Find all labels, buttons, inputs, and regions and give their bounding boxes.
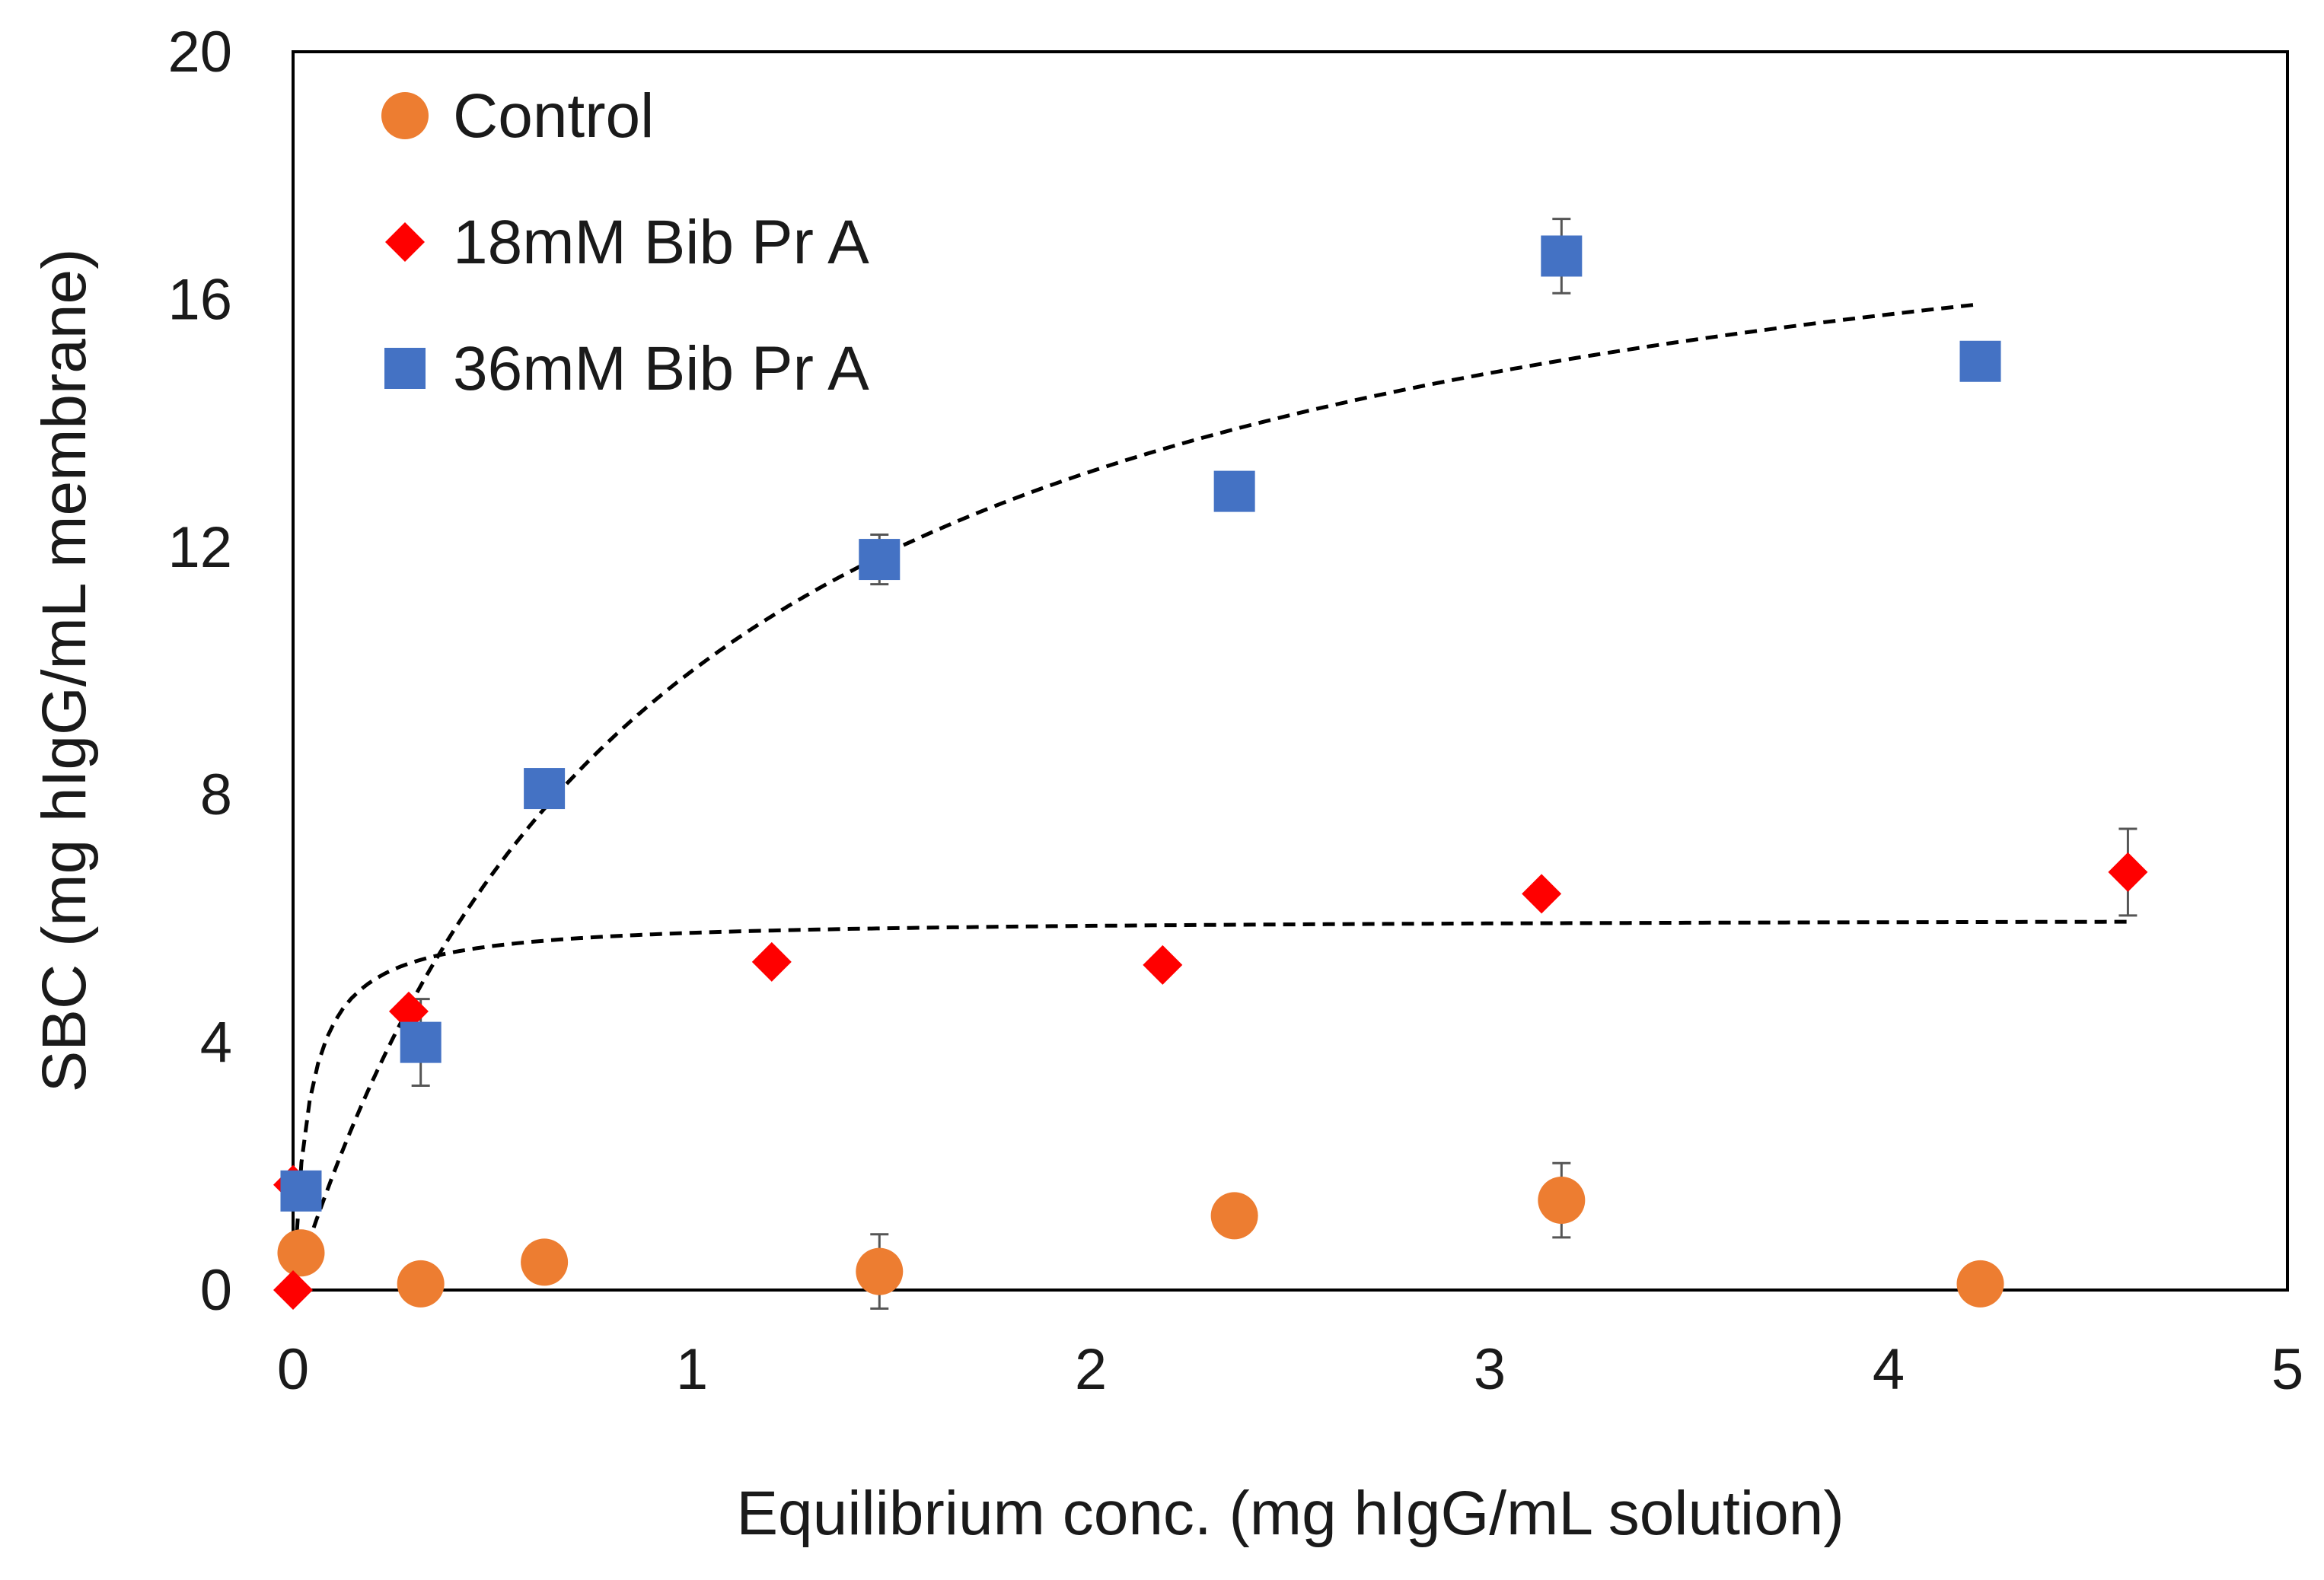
data-point-square xyxy=(1541,235,1583,277)
data-point-circle xyxy=(856,1247,904,1295)
data-point-diamond xyxy=(273,1270,313,1310)
legend-label-18mm: 18mM Bib Pr A xyxy=(453,208,869,277)
langmuir-fit-36mM xyxy=(299,302,1981,1266)
data-point-diamond xyxy=(2108,852,2148,892)
data-markers xyxy=(273,235,2148,1310)
y-tick-label: 4 xyxy=(200,1011,232,1075)
data-point-diamond xyxy=(388,991,429,1031)
data-point-circle xyxy=(397,1260,445,1308)
y-axis-label: SBC (mg hIgG/mL membrane) xyxy=(30,249,99,1093)
legend-label-36mm: 36mM Bib Pr A xyxy=(453,334,869,403)
y-tick-label: 8 xyxy=(200,763,232,827)
y-tick-label: 16 xyxy=(167,267,232,332)
data-point-circle xyxy=(1210,1192,1258,1240)
x-axis-label: Equilibrium conc. (mg hIgG/mL solution) xyxy=(736,1479,1844,1548)
y-tick-label: 12 xyxy=(167,515,232,580)
data-point-circle xyxy=(1538,1177,1586,1225)
data-point-circle xyxy=(277,1229,325,1277)
x-tick-label: 2 xyxy=(1075,1337,1107,1402)
data-point-square xyxy=(524,768,566,810)
data-point-square xyxy=(859,539,901,581)
data-point-square xyxy=(400,1021,442,1063)
data-point-square xyxy=(1959,340,2001,382)
x-tick-label: 1 xyxy=(676,1337,708,1402)
x-tick-label: 4 xyxy=(1873,1337,1905,1402)
data-point-diamond xyxy=(1143,944,1183,985)
x-tick-label: 3 xyxy=(1474,1337,1506,1402)
y-tick-label: 20 xyxy=(167,20,232,84)
x-tick-label: 5 xyxy=(2271,1337,2303,1402)
langmuir-fit-18mM xyxy=(291,919,2128,1291)
legend-marker-18mm xyxy=(385,222,425,262)
x-tick-label: 0 xyxy=(277,1337,309,1402)
legend-circle-icon xyxy=(381,92,429,139)
legend-diamond-icon xyxy=(385,222,425,262)
legend-marker-control xyxy=(381,92,429,139)
data-point-square xyxy=(1213,470,1255,512)
legend-square-icon xyxy=(384,348,426,389)
legend: Control 18mM Bib Pr A 36mM Bib Pr A xyxy=(381,81,869,403)
legend-label-control: Control xyxy=(453,81,654,151)
legend-marker-36mm xyxy=(384,348,426,389)
y-tick-label: 0 xyxy=(200,1258,232,1323)
fit-curves xyxy=(291,302,2128,1291)
data-point-diamond xyxy=(751,941,792,982)
data-point-circle xyxy=(1956,1260,2004,1308)
data-point-diamond xyxy=(1522,874,1562,914)
data-point-circle xyxy=(521,1238,569,1286)
plot-frame xyxy=(292,50,2289,1292)
data-point-square xyxy=(280,1170,322,1212)
